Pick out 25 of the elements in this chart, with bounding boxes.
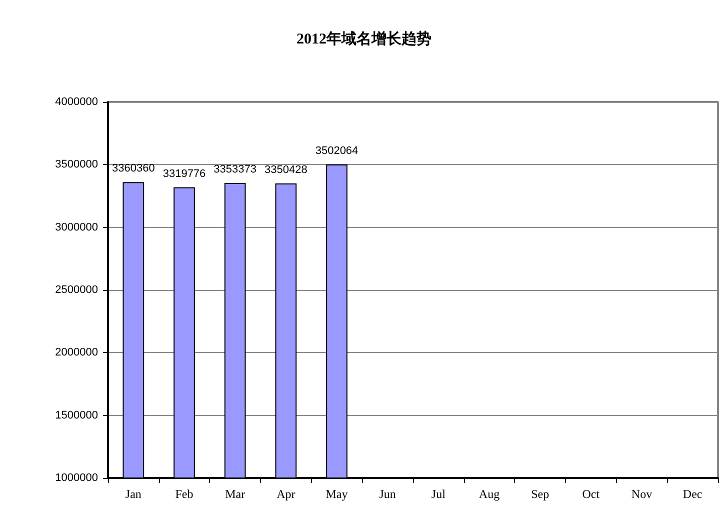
data-label: 3350428: [264, 164, 308, 176]
data-label: 3360360: [112, 162, 155, 175]
y-tick-label: 2000000: [55, 346, 98, 359]
x-tick-label: Apr: [276, 487, 296, 501]
x-tick-label: Sep: [531, 487, 550, 501]
x-tick-label: Aug: [478, 487, 500, 501]
x-tick-label: Jan: [125, 487, 142, 501]
x-tick-label: Oct: [582, 487, 600, 501]
data-label: 3319776: [162, 168, 206, 180]
y-tick-label: 2500000: [55, 284, 98, 296]
x-tick-label: May: [326, 487, 348, 501]
chart-title: 2012年域名增长趋势: [296, 30, 432, 48]
y-tick-label: 3500000: [55, 158, 98, 171]
x-tick-label: Feb: [175, 487, 194, 501]
x-tick-label: Mar: [225, 487, 246, 501]
x-tick-label: Jun: [379, 487, 396, 501]
y-tick-label: 1500000: [55, 409, 98, 422]
y-tick-label: 3000000: [55, 221, 98, 234]
x-tick-label: Dec: [682, 487, 702, 501]
data-label: 3502064: [315, 144, 358, 157]
y-tick-label: 1000000: [55, 472, 98, 484]
x-tick-label: Jul: [431, 487, 446, 501]
data-label: 3353373: [214, 164, 256, 176]
y-tick-label: 4000000: [55, 96, 98, 108]
x-tick-label: Nov: [631, 487, 652, 501]
